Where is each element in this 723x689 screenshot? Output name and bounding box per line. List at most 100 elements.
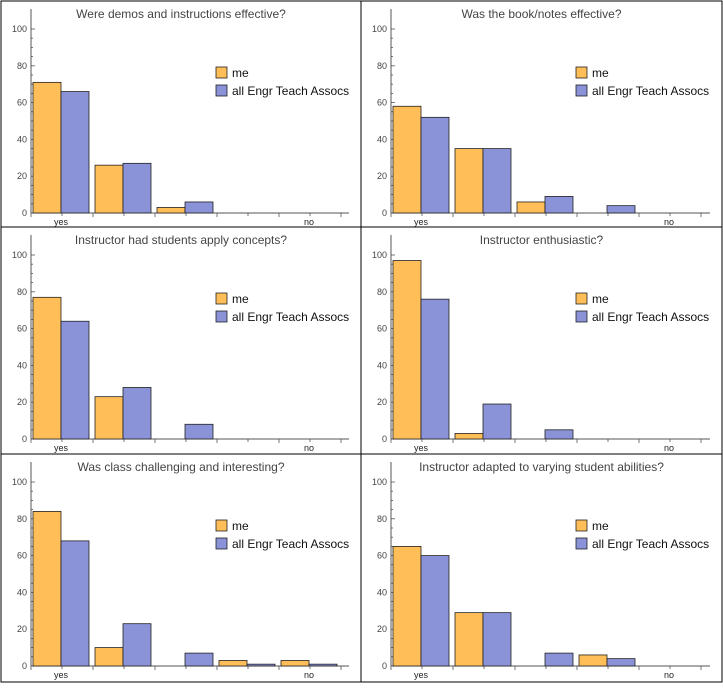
legend-label: all Engr Teach Assocs bbox=[232, 84, 349, 98]
legend-swatch-me bbox=[215, 292, 228, 305]
y-tick-label: 80 bbox=[17, 61, 27, 71]
bar-me-2 bbox=[454, 148, 484, 214]
chart-title: Instructor had students apply concepts? bbox=[75, 233, 287, 247]
x-tick-label: yes bbox=[414, 670, 429, 680]
y-tick-label: 40 bbox=[17, 134, 27, 144]
bar-all-2 bbox=[122, 387, 152, 440]
y-tick-label: 0 bbox=[22, 208, 27, 218]
y-tick-label: 0 bbox=[382, 208, 387, 218]
bar-me-3 bbox=[516, 201, 546, 214]
bar-all-3 bbox=[184, 201, 214, 214]
bar-all-4 bbox=[246, 663, 276, 667]
legend-swatch-all bbox=[215, 84, 228, 97]
y-tick-label: 0 bbox=[382, 434, 387, 444]
legend-swatch-me bbox=[575, 292, 588, 305]
y-tick-label: 100 bbox=[372, 24, 387, 34]
bar-all-1 bbox=[60, 540, 90, 667]
y-tick-label: 100 bbox=[372, 250, 387, 260]
panel-frame bbox=[360, 453, 723, 683]
chart-panel-5: Was class challenging and interesting? 0 2… bbox=[0, 453, 362, 683]
y-tick-label: 40 bbox=[377, 587, 387, 597]
legend-label: me bbox=[232, 519, 249, 533]
x-tick-label: yes bbox=[414, 443, 429, 453]
y-tick-label: 0 bbox=[22, 661, 27, 671]
y-tick-label: 60 bbox=[17, 551, 27, 561]
bar-all-3 bbox=[544, 429, 574, 440]
bar-all-1 bbox=[60, 320, 90, 440]
bar-all-3 bbox=[544, 196, 574, 214]
bar-all-2 bbox=[482, 612, 512, 667]
chart-panel-6: Instructor adapted to varying student ab… bbox=[360, 453, 723, 683]
chart-panel-1: Were demos and instructions effective? 0 2… bbox=[0, 0, 362, 228]
y-tick-label: 80 bbox=[17, 514, 27, 524]
x-tick-label: yes bbox=[54, 217, 69, 227]
y-tick-label: 60 bbox=[17, 98, 27, 108]
y-tick-label: 40 bbox=[377, 134, 387, 144]
y-tick-label: 40 bbox=[377, 360, 387, 370]
y-tick-label: 100 bbox=[12, 24, 27, 34]
bar-me-2 bbox=[94, 647, 124, 667]
legend-label: me bbox=[592, 292, 609, 306]
chart-panel-4: Instructor enthusiastic? 0 20 40 60 80 100 yes n… bbox=[360, 226, 723, 455]
bar-me-1 bbox=[392, 546, 422, 667]
y-tick-label: 40 bbox=[17, 587, 27, 597]
legend-swatch-me bbox=[575, 519, 588, 532]
bar-all-1 bbox=[60, 91, 90, 214]
y-tick-label: 60 bbox=[377, 98, 387, 108]
y-tick-label: 20 bbox=[17, 397, 27, 407]
bar-me-1 bbox=[32, 81, 62, 214]
y-tick-label: 40 bbox=[17, 360, 27, 370]
x-tick-label: yes bbox=[54, 670, 69, 680]
legend-label: me bbox=[592, 519, 609, 533]
legend-label: all Engr Teach Assocs bbox=[592, 537, 709, 551]
legend-swatch-all bbox=[575, 537, 588, 550]
y-tick-label: 20 bbox=[377, 171, 387, 181]
legend-swatch-me bbox=[575, 66, 588, 79]
x-tick-label: yes bbox=[54, 443, 69, 453]
y-tick-label: 0 bbox=[382, 661, 387, 671]
legend-label: all Engr Teach Assocs bbox=[232, 310, 349, 324]
legend-swatch-all bbox=[215, 310, 228, 323]
y-tick-label: 100 bbox=[372, 477, 387, 487]
y-tick-label: 20 bbox=[377, 397, 387, 407]
y-tick-label: 60 bbox=[17, 324, 27, 334]
bar-me-3 bbox=[156, 207, 186, 214]
bar-me-4 bbox=[218, 660, 248, 667]
y-tick-label: 20 bbox=[377, 624, 387, 634]
bar-me-4 bbox=[578, 654, 608, 667]
legend-label: me bbox=[232, 292, 249, 306]
x-tick-label: no bbox=[664, 217, 674, 227]
legend-swatch-all bbox=[575, 310, 588, 323]
bar-all-3 bbox=[544, 652, 574, 667]
legend-label: me bbox=[232, 66, 249, 80]
legend-swatch-all bbox=[575, 84, 588, 97]
bar-all-1 bbox=[420, 116, 450, 214]
y-tick-label: 80 bbox=[377, 287, 387, 297]
chart-title: Instructor adapted to varying student ab… bbox=[419, 460, 664, 474]
y-tick-label: 100 bbox=[12, 250, 27, 260]
y-tick-label: 100 bbox=[12, 477, 27, 487]
y-tick-label: 80 bbox=[17, 287, 27, 297]
y-tick-label: 20 bbox=[17, 171, 27, 181]
x-tick-label: no bbox=[664, 670, 674, 680]
bar-me-2 bbox=[454, 612, 484, 667]
bar-all-3 bbox=[184, 652, 214, 667]
y-tick-label: 80 bbox=[377, 514, 387, 524]
legend-label: me bbox=[592, 66, 609, 80]
bar-all-2 bbox=[122, 623, 152, 667]
y-tick-label: 20 bbox=[17, 624, 27, 634]
bar-me-2 bbox=[454, 433, 484, 440]
bar-all-1 bbox=[420, 555, 450, 667]
x-tick-label: no bbox=[304, 443, 314, 453]
bar-all-2 bbox=[122, 162, 152, 214]
bar-all-2 bbox=[482, 403, 512, 440]
y-tick-label: 0 bbox=[22, 434, 27, 444]
legend-swatch-all bbox=[215, 537, 228, 550]
legend-swatch-me bbox=[215, 66, 228, 79]
legend-label: all Engr Teach Assocs bbox=[232, 537, 349, 551]
bar-me-2 bbox=[94, 396, 124, 440]
y-tick-label: 60 bbox=[377, 324, 387, 334]
bar-me-5 bbox=[280, 660, 310, 667]
legend-label: all Engr Teach Assocs bbox=[592, 310, 709, 324]
